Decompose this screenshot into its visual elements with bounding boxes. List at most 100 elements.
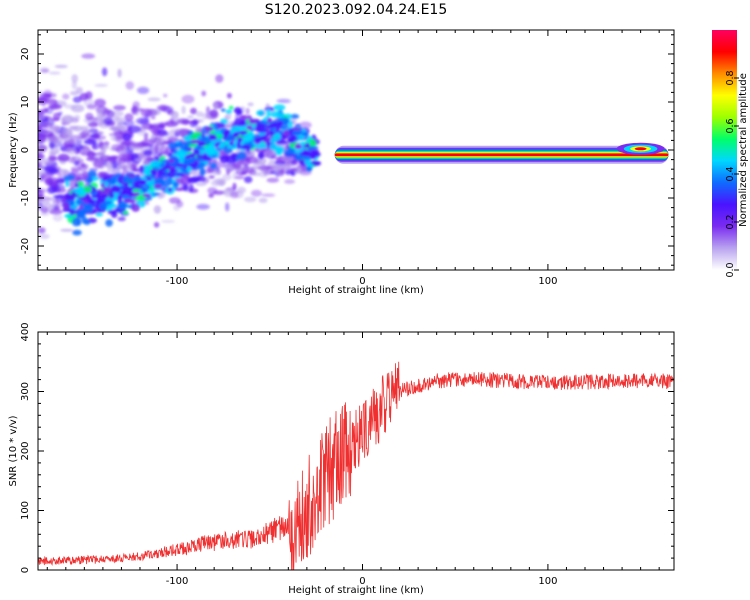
spectrogram-cell: [54, 64, 68, 69]
spectrogram-cell: [97, 171, 109, 175]
spectrogram-cell: [239, 130, 248, 135]
spectrogram-cell: [120, 154, 132, 163]
spectrogram-cell: [163, 93, 168, 98]
spectrogram-cell: [191, 139, 201, 144]
spectrogram-cell: [155, 138, 163, 145]
spectrogram-cell: [282, 131, 291, 137]
spectrogram-cell: [96, 197, 107, 202]
spectrogram-cell: [181, 105, 186, 115]
spectrogram-cell: [195, 111, 204, 118]
spectrogram-cell: [181, 94, 195, 104]
spectrogram-cell: [125, 191, 134, 196]
spectrogram-cell: [96, 191, 101, 196]
spectrogram-cell: [111, 144, 125, 152]
spectrogram-cell: [101, 154, 108, 160]
spectrogram-cell: [237, 186, 246, 194]
spectrogram-cell: [138, 179, 147, 185]
spectrogram-cell: [208, 193, 214, 198]
spectrogram-cell: [264, 148, 277, 157]
spectrogram-cell: [47, 150, 61, 154]
spectrogram-cell: [161, 219, 176, 223]
spectrogram-cell: [63, 174, 75, 181]
spectrogram-cell: [103, 141, 110, 147]
spectrogram-cell: [81, 163, 86, 168]
spectrogram-cell: [276, 139, 288, 145]
spectrogram-cell: [53, 194, 66, 199]
spectrogram-y-label: Frequency (Hz): [8, 112, 19, 188]
spectrogram-cell: [122, 133, 132, 141]
spectrogram-cell: [178, 156, 185, 165]
spectrogram-cell: [143, 132, 149, 141]
spectrogram-cell: [93, 159, 105, 169]
spectrogram-cell: [47, 156, 57, 162]
spectrogram-cell: [187, 115, 194, 119]
spectrogram-cell: [285, 170, 293, 175]
spectrogram-cell: [123, 198, 132, 204]
spectrogram-cell: [188, 163, 195, 167]
spectrogram-cell: [64, 104, 77, 109]
spectrogram-cell: [245, 156, 259, 164]
spectrogram-cell: [175, 165, 187, 170]
spectrogram-cell: [95, 212, 103, 217]
spectrogram-cell: [160, 159, 171, 163]
spectrogram-cell: [187, 177, 200, 184]
spectrogram-cell: [117, 68, 122, 78]
spectrogram-cell: [83, 130, 97, 134]
spectrogram-cell: [150, 134, 155, 142]
spectrogram-cell: [208, 149, 220, 156]
spectrogram-cell: [102, 109, 115, 119]
spectrogram-cell: [52, 213, 63, 222]
spectrogram-cell: [193, 149, 201, 155]
spectrogram-cell: [266, 108, 271, 118]
y-tick-label: -20: [20, 238, 31, 254]
spectrogram-cell: [186, 165, 192, 173]
spectrogram-cell: [138, 165, 145, 174]
spectrogram-cell: [276, 112, 286, 119]
spectrogram-cell: [210, 179, 222, 187]
spectrogram-cell: [208, 144, 216, 151]
spectrogram-cell: [94, 98, 106, 107]
spectrogram-cell: [69, 208, 76, 216]
spectrogram-cell: [76, 199, 83, 205]
spectrogram-cell: [257, 164, 272, 171]
spectrogram-cell: [50, 186, 61, 193]
spectrogram-cell: [172, 181, 180, 188]
colorbar-tick-label: 0.4: [725, 166, 736, 181]
colorbar: 0.0 0.2 0.4 0.6 0.8 Normalized spectral ampl…: [712, 30, 749, 278]
spectrogram-cell: [77, 209, 86, 219]
snr-x-label: Height of straight line (km): [288, 585, 424, 596]
spectrogram-cell: [127, 125, 142, 133]
spectrogram-cell: [142, 193, 151, 198]
spectrogram-cell: [47, 198, 57, 202]
spectrogram-cell: [131, 203, 140, 212]
spectrogram-cell: [130, 152, 139, 160]
spectrogram-cell: [169, 168, 178, 173]
spectrogram-cell: [38, 161, 42, 168]
spectrogram-cell: [225, 202, 230, 212]
spectrogram-cell: [79, 92, 89, 101]
spectrogram-cell: [151, 132, 165, 139]
spectrogram-cell: [141, 124, 151, 129]
spectrogram-cell: [250, 189, 262, 197]
spectrogram-cell: [223, 129, 231, 135]
spectrogram-cell: [39, 122, 54, 130]
spectrogram-cell: [178, 140, 183, 148]
spectrogram-cell: [240, 144, 251, 150]
spectrogram-cell: [153, 184, 162, 189]
spectrogram-cell: [38, 123, 42, 132]
spectrogram-cell: [86, 176, 93, 184]
spectrogram-cell: [76, 217, 82, 226]
spectrogram-cell: [225, 112, 232, 120]
spectrogram-cell: [232, 131, 239, 138]
spectrogram-cell: [39, 67, 50, 73]
spectrogram-cell: [184, 155, 191, 159]
y-tick-label: 100: [20, 501, 31, 520]
spectrogram-cell: [73, 173, 85, 179]
spectrogram-cell: [189, 157, 194, 166]
spectrogram-cell: [50, 117, 60, 122]
spectrogram-cell: [132, 142, 147, 149]
spectrogram-cell: [49, 209, 63, 215]
colorbar-ticks: 0.0 0.2 0.4 0.6 0.8: [725, 70, 739, 278]
spectrogram-cell: [147, 97, 161, 102]
